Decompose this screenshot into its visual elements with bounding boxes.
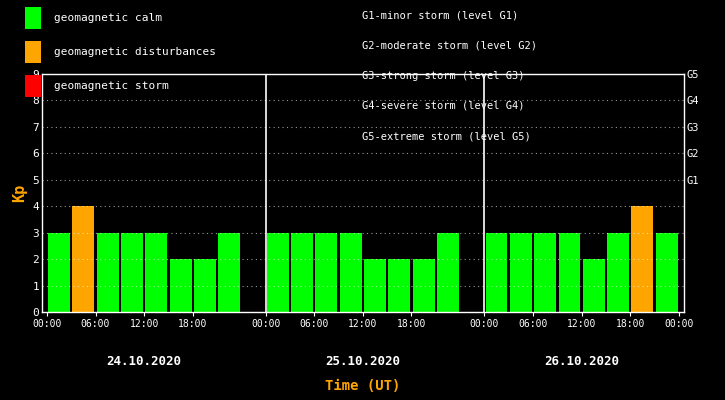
Bar: [340, 233, 362, 312]
Text: G5-extreme storm (level G5): G5-extreme storm (level G5): [362, 131, 531, 141]
Bar: [607, 233, 629, 312]
Bar: [267, 233, 289, 312]
Text: geomagnetic disturbances: geomagnetic disturbances: [54, 47, 216, 57]
Bar: [510, 233, 531, 312]
Text: geomagnetic calm: geomagnetic calm: [54, 13, 162, 23]
Bar: [218, 233, 240, 312]
Text: G4-severe storm (level G4): G4-severe storm (level G4): [362, 101, 525, 111]
Bar: [486, 233, 508, 312]
Text: geomagnetic storm: geomagnetic storm: [54, 81, 169, 91]
Text: G1-minor storm (level G1): G1-minor storm (level G1): [362, 11, 519, 21]
Bar: [631, 206, 653, 312]
Bar: [389, 259, 410, 312]
Text: Time (UT): Time (UT): [326, 379, 400, 393]
Text: 26.10.2020: 26.10.2020: [544, 355, 619, 368]
Bar: [291, 233, 313, 312]
Bar: [655, 233, 678, 312]
Bar: [583, 259, 605, 312]
Bar: [96, 233, 119, 312]
Bar: [170, 259, 191, 312]
Bar: [558, 233, 581, 312]
Bar: [534, 233, 556, 312]
Text: 24.10.2020: 24.10.2020: [107, 355, 182, 368]
Bar: [437, 233, 459, 312]
Text: G3-strong storm (level G3): G3-strong storm (level G3): [362, 71, 525, 81]
Bar: [364, 259, 386, 312]
Bar: [48, 233, 70, 312]
Bar: [121, 233, 143, 312]
Bar: [413, 259, 434, 312]
Bar: [72, 206, 94, 312]
Bar: [315, 233, 337, 312]
Bar: [145, 233, 167, 312]
Y-axis label: Kp: Kp: [12, 184, 27, 202]
Text: G2-moderate storm (level G2): G2-moderate storm (level G2): [362, 41, 537, 51]
Text: 25.10.2020: 25.10.2020: [326, 355, 400, 368]
Bar: [194, 259, 216, 312]
